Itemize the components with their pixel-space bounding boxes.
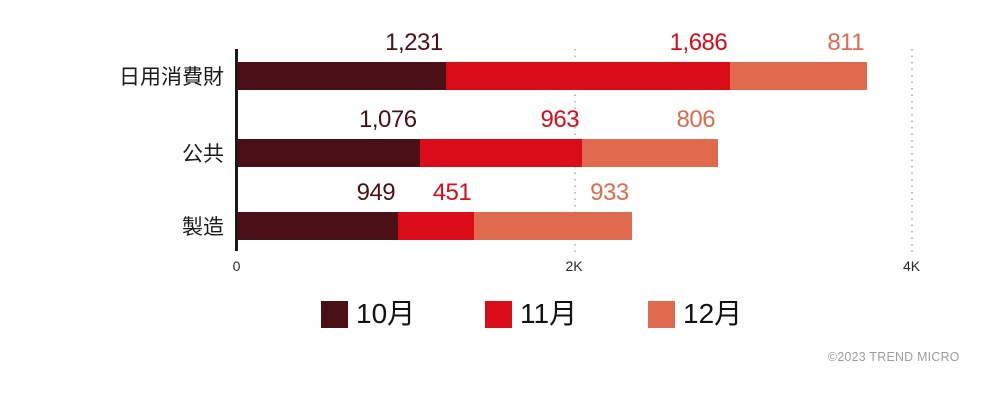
bar-row	[238, 212, 632, 240]
bar-segment	[474, 212, 632, 240]
x-axis-tick-label: 2K	[565, 258, 583, 274]
value-label: 806	[676, 106, 716, 133]
value-label: 1,231	[385, 29, 443, 56]
bar-row	[238, 139, 719, 167]
value-label: 811	[827, 29, 865, 56]
gridline-4000	[911, 49, 913, 252]
value-label: 1,686	[669, 29, 728, 56]
legend-item: 10月	[321, 300, 415, 328]
category-label: 日用消費財	[119, 66, 224, 89]
legend-item: 12月	[648, 300, 742, 328]
legend-swatch	[648, 300, 675, 328]
bar-segment	[238, 212, 399, 240]
legend-swatch	[321, 300, 348, 328]
legend-label: 11月	[520, 298, 578, 329]
bar-segment	[730, 62, 868, 90]
bar-row	[238, 62, 868, 90]
bar-segment	[582, 139, 719, 167]
bar-segment	[238, 62, 446, 90]
legend-label: 10月	[356, 298, 416, 329]
value-label: 963	[540, 106, 580, 133]
copyright-text: ©2023 TREND MICRO	[828, 349, 960, 364]
x-axis-tick-label: 0	[232, 258, 241, 274]
category-label: 製造	[182, 216, 224, 239]
value-label: 1,076	[359, 106, 417, 133]
bar-segment	[419, 139, 583, 167]
legend-item: 11月	[485, 300, 577, 328]
bar-segment	[238, 139, 420, 167]
x-axis-tick-label: 4K	[902, 258, 921, 274]
value-label: 451	[432, 179, 472, 206]
legend-swatch	[485, 300, 512, 328]
category-label: 公共	[182, 143, 224, 166]
bar-segment	[445, 62, 731, 90]
value-label: 949	[356, 179, 396, 206]
bar-segment	[398, 212, 475, 240]
y-axis-line	[235, 49, 238, 251]
legend-label: 12月	[683, 298, 743, 329]
value-label: 933	[590, 179, 629, 206]
